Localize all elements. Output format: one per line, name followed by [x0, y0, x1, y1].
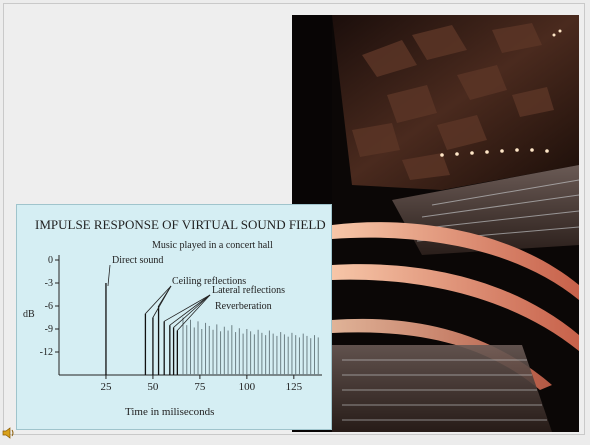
y-tick-label: -12: [40, 347, 53, 358]
annotation-leader: [145, 285, 172, 314]
annotation-label: Direct sound: [112, 255, 163, 266]
y-tick-label: -6: [45, 301, 53, 312]
annotation-leader: [169, 294, 211, 326]
chart-svg: IMPULSE RESPONSE OF VIRTUAL SOUND FIELD …: [23, 217, 326, 418]
x-tick-label: 25: [100, 381, 112, 393]
x-tick-label: 125: [286, 381, 303, 393]
annotation-leader: [177, 294, 211, 331]
annotation-label: Lateral reflections: [212, 285, 285, 296]
annotation-label: Ceiling reflections: [172, 276, 246, 287]
annotation-leader: [164, 294, 211, 322]
y-axis-label: dB: [23, 309, 35, 320]
speaker-icon[interactable]: [2, 426, 16, 440]
annotation-leader: [107, 264, 111, 287]
chart-subtitle: Music played in a concert hall: [152, 240, 273, 251]
x-tick-label: 75: [194, 381, 206, 393]
chart-title: IMPULSE RESPONSE OF VIRTUAL SOUND FIELD: [35, 217, 326, 232]
annotation-leader: [158, 285, 172, 307]
concert-hall-interior-icon: [292, 15, 579, 432]
x-tick-label: 100: [239, 381, 256, 393]
annotation-label: Reverberation: [215, 301, 272, 312]
annotation-leader: [173, 294, 211, 328]
y-tick-label: -3: [45, 278, 53, 289]
y-tick-label: -9: [45, 324, 53, 335]
y-tick-label: 0: [48, 255, 53, 266]
impulse-response-chart: IMPULSE RESPONSE OF VIRTUAL SOUND FIELD …: [16, 204, 332, 430]
concert-hall-photo: [292, 15, 579, 432]
x-axis-label: Time in miliseconds: [125, 406, 214, 418]
x-tick-label: 50: [147, 381, 159, 393]
